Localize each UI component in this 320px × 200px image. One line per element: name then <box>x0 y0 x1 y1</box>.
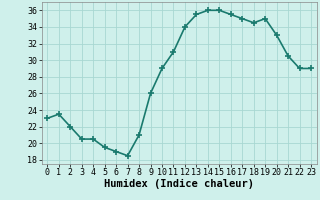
X-axis label: Humidex (Indice chaleur): Humidex (Indice chaleur) <box>104 179 254 189</box>
